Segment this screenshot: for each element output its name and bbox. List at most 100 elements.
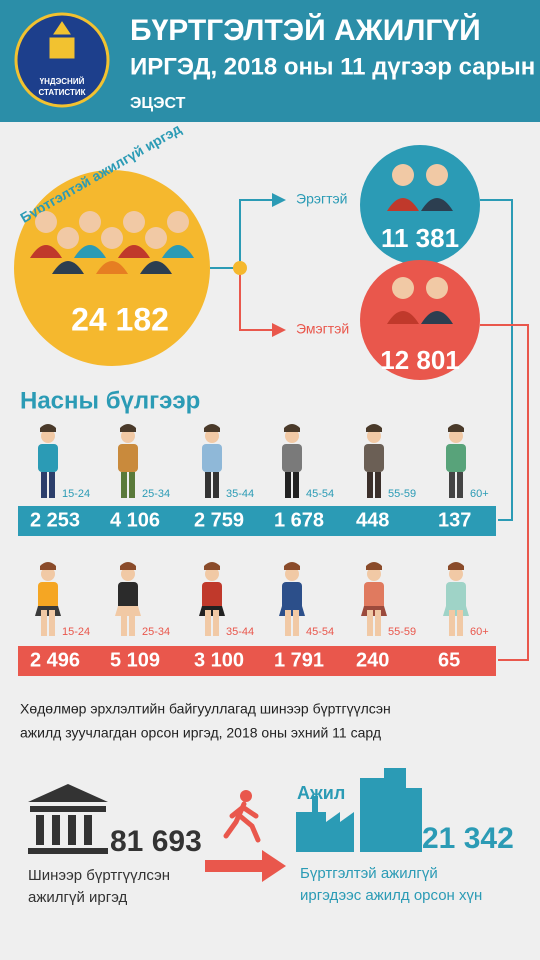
person-icon	[364, 444, 384, 472]
age-label: 45-54	[306, 488, 334, 500]
portrait	[387, 198, 419, 211]
person-icon	[282, 582, 302, 610]
person-icon	[205, 610, 211, 636]
person-icon	[205, 567, 219, 581]
person-icon	[285, 472, 291, 498]
age-value: 2 759	[194, 509, 244, 531]
person-icon	[285, 567, 299, 581]
person-icon	[199, 606, 225, 616]
age-label: 60+	[470, 488, 489, 500]
person-icon	[115, 606, 141, 616]
age-label: 35-44	[226, 488, 254, 500]
person-icon	[41, 472, 47, 498]
person-icon	[282, 444, 302, 472]
age-label: 25-34	[142, 488, 170, 500]
person-icon	[41, 567, 55, 581]
person-icon	[446, 444, 466, 472]
person-icon	[367, 472, 373, 498]
person-icon	[38, 582, 58, 610]
person-icon	[284, 562, 300, 570]
person-icon	[205, 429, 219, 443]
walk-arrow	[205, 786, 286, 882]
note: Хөдөлмөр эрхлэлтийн байгууллагад шинээр …	[20, 701, 391, 717]
person-icon	[213, 472, 219, 498]
registered-label: ажилгүй иргэд	[28, 889, 128, 906]
portrait	[140, 261, 172, 274]
person-icon	[213, 610, 219, 636]
person-icon	[449, 567, 463, 581]
portrait	[426, 277, 448, 299]
portrait	[101, 227, 123, 249]
person-icon	[129, 472, 135, 498]
portrait	[118, 245, 150, 258]
male-label: Эрэгтэй	[296, 191, 347, 207]
portrait	[421, 311, 453, 324]
portrait	[57, 227, 79, 249]
person-icon	[285, 429, 299, 443]
person-icon	[204, 562, 220, 570]
employed-label: Бүртгэлтэй ажилгүй	[300, 865, 438, 882]
age-label: 45-54	[306, 626, 334, 638]
arrow-head	[272, 323, 286, 337]
person-icon	[40, 424, 56, 432]
age-label: 60+	[470, 626, 489, 638]
person-icon	[446, 582, 466, 610]
person-icon	[443, 606, 469, 616]
buildings-icon	[296, 768, 422, 852]
age-value: 65	[438, 649, 460, 671]
employed-header: Ажил	[297, 783, 345, 803]
age-value: 1 678	[274, 509, 324, 531]
arrow-head	[272, 193, 286, 207]
portrait	[96, 261, 128, 274]
logo-emblem	[49, 21, 75, 59]
person-icon	[121, 567, 135, 581]
person-icon	[118, 444, 138, 472]
person-icon	[361, 606, 387, 616]
age-value: 5 109	[110, 649, 160, 671]
person-icon	[457, 610, 463, 636]
person-icon	[375, 472, 381, 498]
bank-icon	[28, 784, 108, 854]
person-icon	[202, 444, 222, 472]
title: ИРГЭД, 2018 оны 11 дүгээр сарын	[130, 53, 535, 80]
person-icon	[205, 472, 211, 498]
age-value: 240	[356, 649, 389, 671]
person-icon	[293, 610, 299, 636]
person-icon	[448, 562, 464, 570]
person-icon	[40, 562, 56, 570]
registered-value: 81 693	[110, 825, 202, 858]
person-icon	[41, 610, 47, 636]
male-age-bar	[18, 506, 496, 536]
person-icon	[285, 610, 291, 636]
title: ЭЦЭСТ	[130, 95, 186, 112]
female-value: 12 801	[380, 345, 460, 375]
person-icon	[202, 582, 222, 610]
person-icon	[449, 472, 455, 498]
portrait	[79, 211, 101, 233]
person-icon	[120, 424, 136, 432]
person-icon	[367, 567, 381, 581]
male-value: 11 381	[381, 223, 459, 253]
logo	[14, 12, 110, 108]
person-icon	[35, 606, 61, 616]
portrait	[162, 245, 194, 258]
portrait	[123, 211, 145, 233]
age-value: 1 791	[274, 649, 324, 671]
age-label: 35-44	[226, 626, 254, 638]
person-icon	[38, 444, 58, 472]
male-circle	[360, 145, 480, 265]
age-label: 55-59	[388, 626, 416, 638]
portrait	[35, 211, 57, 233]
person-icon	[118, 582, 138, 610]
person-icon	[129, 610, 135, 636]
portrait	[392, 277, 414, 299]
portrait	[421, 198, 453, 211]
junction	[233, 261, 247, 275]
person-icon	[367, 610, 373, 636]
portrait	[426, 164, 448, 186]
person-icon	[457, 472, 463, 498]
logo-text: ҮНДЭСНИЙ	[40, 77, 85, 86]
person-icon	[375, 610, 381, 636]
age-label: 15-24	[62, 488, 90, 500]
